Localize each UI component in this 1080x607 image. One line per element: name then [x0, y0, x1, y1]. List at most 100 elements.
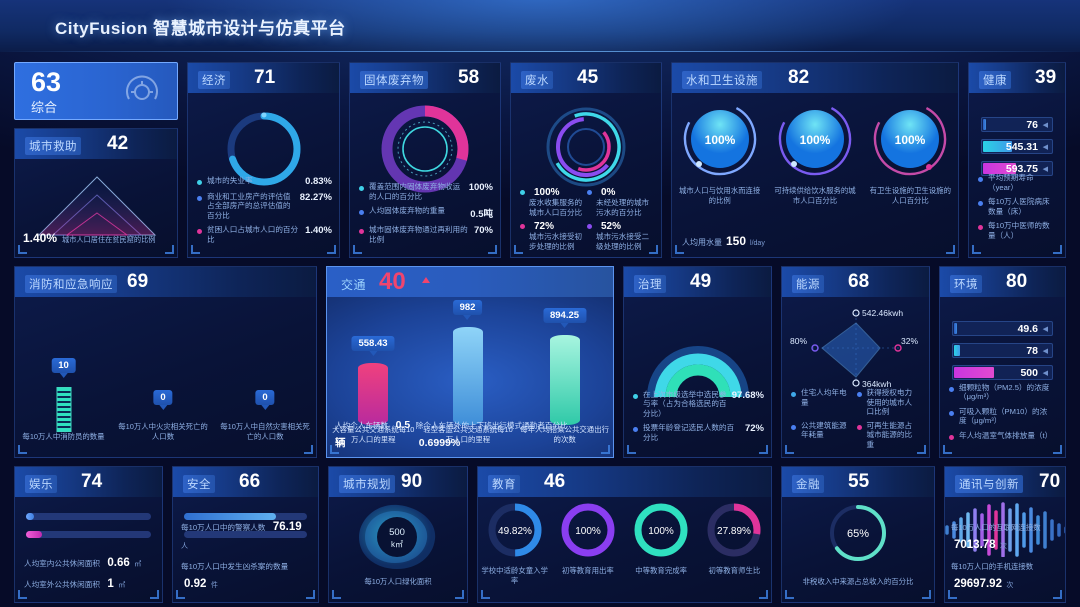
row-middle: 消防和应急响应 69 10 每10万人中消防员的数量	[14, 266, 1066, 458]
svg-text:100%: 100%	[895, 133, 926, 147]
overview-score-card[interactable]: 63 综合	[14, 62, 178, 120]
card-score: 68	[848, 271, 870, 292]
card-score: 39	[1035, 67, 1057, 88]
education-donut: 100%	[561, 503, 615, 557]
card-score: 42	[107, 133, 129, 154]
svg-text:100%: 100%	[800, 133, 831, 147]
row-bottom: 娱乐 74 人均室内公共休闲面积 0.66 ㎡ 人均室外公共休闲面积 1 ㎡	[14, 466, 1066, 603]
dashboard-gauge-icon	[123, 73, 161, 116]
card-environment[interactable]: 环境 80 49.6 ◀ 78 ◀ 500 ◀ 细颗粒物（PM2.5）的浓度（μg/m…	[939, 266, 1066, 458]
svg-text:542.46kwh: 542.46kwh	[862, 308, 903, 318]
card-score: 70	[1039, 471, 1061, 492]
card-finance[interactable]: 金融 55 65% 非税收入中来源占总收入的百分比	[781, 466, 935, 603]
bar-row	[26, 513, 151, 520]
education-donuts: 49.82% 学校中适龄女童入学率 100% 初等教育用出率	[478, 499, 771, 585]
card-title: 废水	[521, 71, 553, 89]
card-score: 49	[690, 271, 712, 292]
card-title: 固体废弃物	[360, 71, 428, 89]
transport-bar: 982	[420, 299, 515, 425]
fire-item: 10 每10万人中消防员的数量	[22, 357, 105, 441]
education-donut: 100%	[634, 503, 688, 557]
card-score: 74	[81, 471, 103, 492]
legend-item: 投票年龄登记选民人数的百分比 72%	[633, 423, 764, 442]
brand-name: CityFusion	[55, 19, 148, 38]
card-score: 66	[239, 471, 261, 492]
legend-item: 城市的失业率 0.83%	[197, 176, 332, 187]
safety-footer: 每10万人口中的警察人数 76.19 人 每10万人口中发生凶杀案的数量 0.9…	[181, 521, 302, 590]
page-title: CityFusion 智慧城市设计与仿真平台	[55, 14, 346, 39]
overview-score: 63	[31, 67, 62, 97]
card-title: 金融	[792, 475, 824, 493]
legend-item: 覆盖范围内固体废弃物收运的人口的百分比 100%	[359, 182, 493, 201]
svg-text:100%: 100%	[704, 133, 735, 147]
card-water-sanitation[interactable]: 水和卫生设施 82 100% 城市人口与饮用水而连接的比例	[671, 62, 959, 258]
transport-bar: 894.25	[517, 299, 612, 425]
legend-item: 获得授权电力使用的城市人口比例	[856, 388, 923, 417]
card-title: 消防和应急响应	[25, 275, 117, 293]
card-score: 71	[254, 67, 276, 88]
svg-text:32%: 32%	[901, 336, 918, 346]
card-header: 城市救助 42	[15, 129, 177, 159]
card-title: 经济	[198, 71, 230, 89]
water-gauge: 100%	[874, 102, 947, 176]
card-score: 45	[577, 67, 599, 88]
card-energy[interactable]: 能源 68 542.46kwh 364kwh 80% 32	[781, 266, 930, 458]
card-score: 90	[401, 471, 423, 492]
waveform-chart	[945, 502, 1065, 557]
water-gauges: 100% 城市人口与饮用水而连接的比例 100% 可持续供给饮水服务	[672, 101, 958, 205]
triangle-chart	[37, 176, 157, 236]
card-economy[interactable]: 经济 71 城市的失业率 0.83% 商业和工业房产的评	[187, 62, 340, 258]
card-transport[interactable]: 交通 40 558.43 982 894.2	[326, 266, 614, 458]
gauge-item: 100% 城市人口与饮用水而连接的比例	[677, 101, 763, 205]
legend-item: 细颗粒物（PM2.5）的浓度（μg/m³）	[949, 383, 1058, 402]
card-title: 水和卫生设施	[682, 71, 762, 89]
bar-row: 593.75 ◀	[981, 161, 1053, 176]
card-education[interactable]: 教育 46 49.82% 学校中适龄女童入学率	[477, 466, 772, 603]
card-title: 交通	[341, 278, 367, 292]
city-aid-pct: 1.40%	[23, 231, 58, 245]
energy-legend: 住宅人均年电量 获得授权电力使用的城市人口比例 公共建筑能源年耗量 可再生能源占…	[791, 388, 922, 449]
card-governance[interactable]: 治理 49 在上次市级选举中选民参与率（占为合格选民的百分比） 97.68% 投…	[623, 266, 772, 458]
card-title: 通讯与创新	[955, 475, 1023, 493]
legend-item: 每10万人医院病床数量（床）	[978, 197, 1058, 216]
col-overview: 63 综合 城市救助 42	[14, 62, 178, 258]
energy-radar-chart: 542.46kwh 364kwh 80% 32%	[790, 308, 918, 389]
legend-item: 公共建筑能源年耗量	[791, 421, 857, 450]
education-donut: 27.89%	[707, 503, 761, 557]
transport-bars: 558.43 982 894.25	[327, 299, 613, 425]
card-city-aid[interactable]: 城市救助 42	[14, 128, 178, 258]
card-title: 治理	[634, 275, 666, 293]
trend-up-icon	[422, 277, 430, 283]
transport-bar: 558.43	[328, 299, 418, 425]
economy-ring-chart	[227, 112, 300, 186]
safety-bars	[184, 513, 307, 549]
overview-label: 综合	[31, 100, 58, 115]
svg-text:100%: 100%	[648, 526, 674, 537]
donut-item: 49.82% 学校中适龄女童入学率	[481, 499, 549, 585]
card-wastewater[interactable]: 废水 45 100% 废水收集服务的城市人口百分比	[510, 62, 662, 258]
card-health[interactable]: 健康 39 76 ◀ 545.31 ◀ 593.75 ◀ 平均预期寿命（year） 每…	[968, 62, 1066, 258]
card-telecom[interactable]: 通讯与创新 70	[944, 466, 1066, 603]
header-glow	[160, 0, 920, 52]
bar-row	[26, 531, 151, 538]
water-gauge: 100%	[683, 102, 756, 176]
card-fire-emergency[interactable]: 消防和应急响应 69 10 每10万人中消防员的数量	[14, 266, 317, 458]
economy-legend: 城市的失业率 0.83% 商业和工业房产的评估值占全部房产的总评估值的百分比 8…	[197, 176, 332, 250]
card-recreation[interactable]: 娱乐 74 人均室内公共休闲面积 0.66 ㎡ 人均室外公共休闲面积 1 ㎡	[14, 466, 163, 603]
platform-title: 智慧城市设计与仿真平台	[153, 19, 346, 38]
card-solid-waste[interactable]: 固体废弃物 58 覆盖范围内固体废弃物收运的人口的百分比	[349, 62, 501, 258]
legend-item: 52% 城市污水接受二级处理的比例	[587, 221, 654, 251]
svg-text:27.89%: 27.89%	[717, 526, 751, 537]
card-urban-planning[interactable]: 城市规划 90 500 k㎡ 每10万人口绿化面积	[328, 466, 468, 603]
legend-item: 100% 废水收集服务的城市人口百分比	[520, 187, 587, 217]
card-score: 40	[379, 268, 406, 295]
waste-legend: 覆盖范围内固体废弃物收运的人口的百分比 100% 人均固体废弃物的重量 0.5吨…	[359, 182, 493, 249]
card-safety[interactable]: 安全 66 每10万人口中的警察人数 76.19 人 每10万人口中发生凶杀案的…	[172, 466, 319, 603]
card-score: 80	[1006, 271, 1028, 292]
app-header: CityFusion 智慧城市设计与仿真平台	[0, 0, 1080, 52]
legend-item: 在上次市级选举中选民参与率（占为合格选民的百分比） 97.68%	[633, 390, 764, 419]
card-body: 1.40% 城市人口居住在贫民窟的比例	[15, 159, 177, 257]
donut-item: 27.89% 初等教育师生比	[700, 499, 768, 585]
card-score: 82	[788, 67, 810, 88]
